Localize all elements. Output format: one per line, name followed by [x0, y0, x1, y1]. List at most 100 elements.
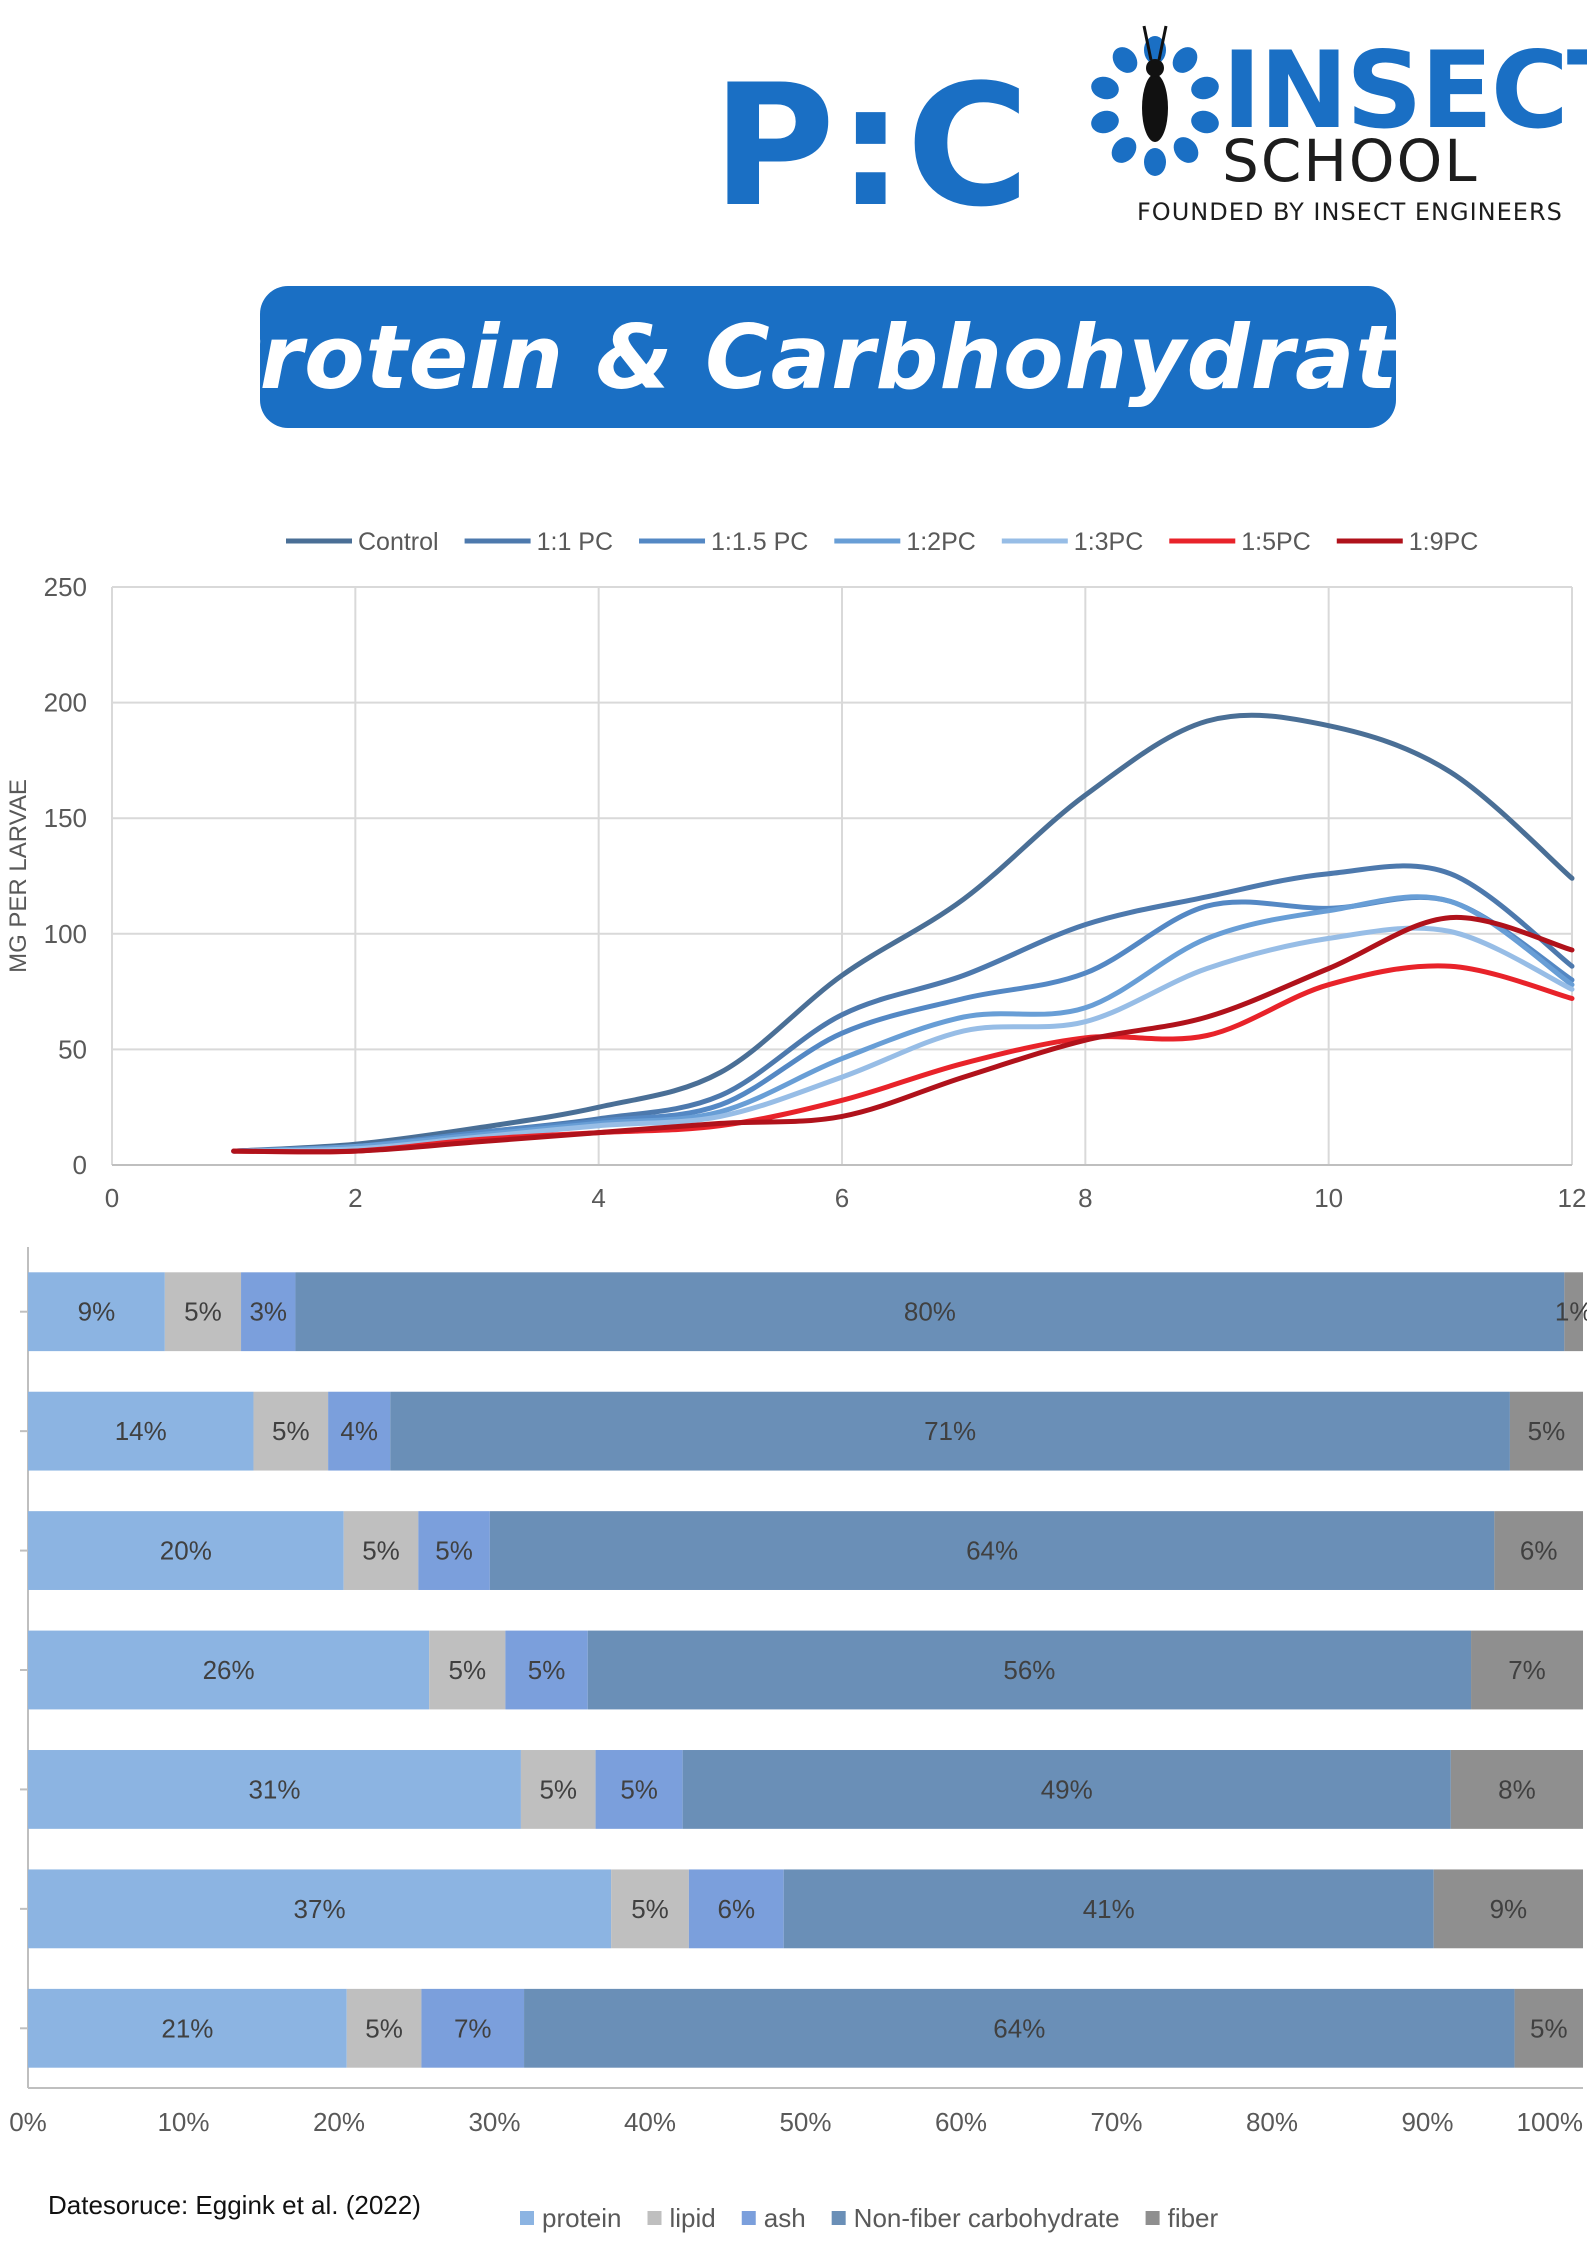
bar-data-label: 5%	[435, 1536, 473, 1566]
bar-segment-ash	[241, 1272, 296, 1352]
legend-label-6: 1:9PC	[1409, 528, 1478, 556]
bar-x-tick-label: 90%	[1401, 2107, 1453, 2137]
bar-segment-ash	[421, 1988, 525, 2068]
bar-legend-label-2: ash	[764, 2203, 806, 2233]
bar-segment-non-fiber-carbohydrate	[524, 1988, 1515, 2068]
insect-ring-icon	[1091, 25, 1219, 176]
y-tick-label: 200	[44, 688, 87, 718]
bar-legend-label-3: Non-fiber carbohydrate	[854, 2203, 1120, 2233]
bar-x-tick-label: 70%	[1090, 2107, 1142, 2137]
series-line-0	[231, 712, 1575, 1154]
bar-segment-fiber	[1509, 1391, 1583, 1471]
x-tick-label: 6	[835, 1183, 849, 1213]
banner-text: Protein & Carbhohydrate	[196, 305, 1460, 409]
bar-x-tick-label: 0%	[9, 2107, 47, 2137]
bar-data-label: 5%	[184, 1297, 222, 1327]
bar-data-label: 5%	[539, 1774, 577, 1804]
bar-data-label: 4%	[340, 1416, 378, 1446]
bar-segment-protein	[28, 1272, 165, 1352]
bar-segment-non-fiber-carbohydrate	[587, 1630, 1472, 1710]
y-axis-label: MG PER LARVAE	[5, 779, 32, 973]
bar-data-label: 14%	[115, 1416, 167, 1446]
bar-segment-lipid	[253, 1391, 329, 1471]
bar-segment-ash	[688, 1869, 784, 1949]
bar-data-label: 37%	[294, 1894, 346, 1924]
insect-school-logo: INSECT SCHOOL FOUNDED BY INSECT ENGINEER…	[1060, 0, 1587, 230]
bar-data-label: 6%	[1520, 1536, 1558, 1566]
bar-segment-protein	[28, 1511, 344, 1590]
bar-data-label: 5%	[272, 1416, 310, 1446]
bar-segment-non-fiber-carbohydrate	[489, 1511, 1495, 1590]
x-tick-label: 4	[591, 1183, 605, 1213]
x-tick-label: 8	[1078, 1183, 1092, 1213]
bar-segment-lipid	[520, 1750, 596, 1829]
bar-segment-lipid	[346, 1988, 422, 2068]
bar-segment-non-fiber-carbohydrate	[783, 1869, 1434, 1949]
bar-x-tick-label: 100%	[1517, 2107, 1584, 2137]
bar-legend-swatch-1	[647, 2211, 662, 2225]
bar-segment-fiber	[1564, 1272, 1583, 1352]
series-line-4	[231, 925, 1575, 1154]
bar-data-label: 64%	[993, 2013, 1045, 2043]
bar-legend-swatch-4	[1145, 2211, 1160, 2225]
bar-segment-fiber	[1450, 1750, 1583, 1829]
bar-data-label: 5%	[1530, 2013, 1568, 2043]
title-banner: Protein & Carbhohydrate	[197, 286, 1458, 428]
composition-bar-chart: 9% 5% 3% 80% 1% 14% 5% 4% 71% 5% 20% 5% 5% 64% 6% 26% 5%…	[9, 1247, 1587, 2233]
bar-data-label: 20%	[160, 1536, 212, 1566]
bar-segment-protein	[28, 1391, 254, 1471]
bar-data-label: 3%	[249, 1297, 287, 1327]
bar-data-label: 8%	[1498, 1774, 1536, 1804]
bar-data-label: 7%	[1508, 1655, 1546, 1685]
series-line-1	[231, 863, 1575, 1154]
bar-segment-lipid	[164, 1272, 242, 1352]
legend-label-5: 1:5PC	[1241, 528, 1310, 556]
bar-data-label: 9%	[78, 1297, 116, 1327]
bar-x-tick-label: 30%	[468, 2107, 520, 2137]
bar-x-tick-label: 40%	[624, 2107, 676, 2137]
legend-label-1: 1:1 PC	[537, 528, 613, 556]
bar-segment-fiber	[1471, 1630, 1583, 1710]
bar-x-tick-label: 20%	[313, 2107, 365, 2137]
y-tick-label: 100	[44, 919, 87, 949]
y-tick-label: 250	[44, 572, 87, 602]
logo-name-line1: INSECT	[1222, 29, 1587, 152]
bar-legend-label-4: fiber	[1168, 2203, 1219, 2233]
x-tick-label: 0	[105, 1183, 119, 1213]
bar-legend-swatch-0	[520, 2211, 534, 2225]
x-tick-label: 10	[1314, 1183, 1343, 1213]
bar-x-tick-label: 80%	[1246, 2107, 1298, 2137]
page-title: P:C	[712, 48, 1032, 244]
bar-data-label: 31%	[248, 1774, 300, 1804]
bar-data-label: 80%	[904, 1297, 956, 1327]
growth-line-chart: 0 2 4 6 8 10 12 0 50 100 150 200 250 MG PER LARVAE Con…	[5, 528, 1587, 1213]
bar-legend-label-1: lipid	[670, 2203, 716, 2233]
bar-segment-non-fiber-carbohydrate	[295, 1272, 1565, 1352]
bar-segment-ash	[505, 1630, 588, 1710]
bar-data-label: 5%	[448, 1655, 486, 1685]
x-tick-label: 2	[348, 1183, 362, 1213]
bar-segment-protein	[28, 1869, 612, 1949]
bar-segment-ash	[595, 1750, 683, 1829]
bar-segment-non-fiber-carbohydrate	[682, 1750, 1451, 1829]
y-tick-label: 150	[44, 803, 87, 833]
y-tick-label: 0	[73, 1150, 87, 1180]
legend-label-3: 1:2PC	[906, 528, 975, 556]
x-tick-label: 12	[1558, 1183, 1587, 1213]
logo-name-line2: SCHOOL	[1222, 127, 1479, 195]
y-tick-label: 50	[58, 1034, 87, 1064]
bar-data-label: 5%	[362, 1536, 400, 1566]
bar-data-label: 6%	[718, 1894, 756, 1924]
legend-label-4: 1:3PC	[1074, 528, 1143, 556]
bar-segment-fiber	[1514, 1988, 1583, 2068]
bar-data-label: 7%	[454, 2013, 492, 2043]
bar-segment-protein	[28, 1750, 521, 1829]
series-line-6	[231, 914, 1575, 1155]
bar-data-label: 5%	[365, 2013, 403, 2043]
bar-segment-ash	[328, 1391, 391, 1471]
bar-segment-lipid	[343, 1511, 419, 1590]
bar-data-label: 41%	[1083, 1894, 1135, 1924]
bar-legend-label-0: protein	[542, 2203, 622, 2233]
bar-x-tick-label: 10%	[157, 2107, 209, 2137]
bar-data-label: 5%	[528, 1655, 566, 1685]
